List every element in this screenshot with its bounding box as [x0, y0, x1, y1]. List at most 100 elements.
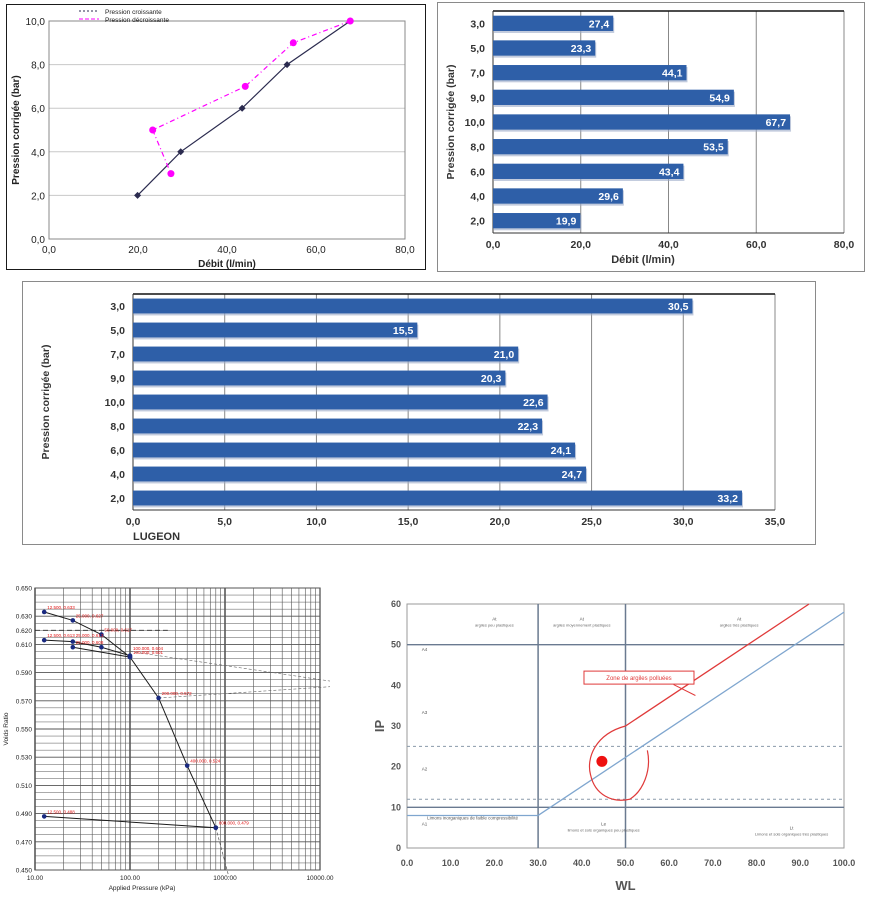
lugeon-bar-chart: 0,0 5,0 10,0 15,0 20,0 25,0 30,0 35,0 30,5 3,0 15,… — [40, 293, 785, 543]
region-sublabel: argiles peu plastiques — [475, 622, 514, 627]
data-point — [70, 618, 76, 623]
point-label: 100.000, 0.601 — [133, 650, 164, 655]
point-label: 12.500, 0.633 — [47, 605, 75, 610]
point-label: 800.000, 0.479 — [219, 821, 250, 826]
category-label: 5,0 — [470, 43, 485, 55]
data-point — [283, 61, 291, 69]
x-tick-label: 0.0 — [401, 858, 414, 868]
y-tick-label: 50 — [391, 640, 401, 650]
bar — [493, 213, 581, 229]
category-label: 2,0 — [110, 493, 125, 505]
x-tick-label: 25,0 — [581, 516, 602, 528]
region-sublabel: limons et sols organiques peu plastiques — [568, 828, 640, 833]
category-label: 8,0 — [470, 142, 485, 154]
y-tick-label: 0.650 — [16, 586, 33, 593]
category-label: 7,0 — [110, 349, 125, 361]
point-label: 50.000, 0.617 — [104, 628, 132, 633]
region-sublabel: argiles très plastiques — [720, 622, 759, 627]
category-label: 4,0 — [470, 191, 485, 203]
y-tick-label: 30 — [391, 721, 401, 731]
y-tick-label: 0.630 — [16, 614, 33, 621]
bar — [133, 418, 543, 434]
construction-line — [158, 686, 331, 699]
x-tick-label: 5,0 — [217, 516, 232, 528]
x-tick-label: 20,0 — [571, 239, 592, 251]
y-tick-label: 0.510 — [16, 783, 33, 790]
x-tick-label: 0,0 — [126, 516, 141, 528]
bar-value-label: 43,4 — [659, 166, 680, 178]
y-tick-label: 0.470 — [16, 839, 33, 846]
data-point — [134, 191, 142, 199]
series-line — [44, 639, 131, 657]
series-line — [72, 646, 131, 658]
flow-bar-chart-panel: 0,0 20,0 40,0 60,0 80,0 27,4 3,0 23,3 5,0 44,1 7,0… — [437, 2, 865, 272]
point-label: 25.000, 0.613 — [76, 633, 104, 638]
data-point — [167, 170, 175, 178]
series-line — [151, 20, 351, 174]
bar — [133, 490, 742, 506]
y-tick-label: 4,0 — [31, 148, 45, 159]
bar — [493, 188, 623, 204]
y-tick-label: 0.530 — [16, 755, 33, 762]
category-label: 7,0 — [470, 68, 485, 80]
region-label: Limons inorganiques de faible compressib… — [427, 816, 518, 821]
data-point — [596, 755, 608, 767]
data-point — [127, 654, 133, 660]
category-label: 9,0 — [110, 373, 125, 385]
y-axis-title: Voids Ratio — [3, 712, 10, 745]
data-point — [241, 82, 249, 90]
y-tick-label: 0.570 — [16, 698, 33, 705]
plasticity-chart-panel: Zone de argiles polluées 0.0 10.0 20.0 30.0 4… — [372, 590, 867, 896]
category-label: 3,0 — [470, 18, 485, 30]
bar-value-label: 44,1 — [662, 68, 683, 80]
bar — [133, 394, 548, 410]
flow-bar-chart: 0,0 20,0 40,0 60,0 80,0 27,4 3,0 23,3 5,0 44,1 7,0… — [445, 10, 854, 266]
x-tick-label: 10.00 — [27, 875, 44, 882]
y-tick-label: 0.590 — [16, 670, 33, 677]
bar-value-label: 33,2 — [718, 493, 739, 505]
x-tick-label: 0,0 — [42, 245, 56, 256]
region-label: Le — [601, 822, 607, 827]
oedometer-log-chart-panel: 0.450 0.470 0.490 0.510 0.530 0.550 0.570 0.590… — [0, 582, 345, 893]
bar-value-label: 21,0 — [494, 349, 515, 361]
bar-value-label: 22,3 — [518, 421, 539, 433]
x-tick-label: 60,0 — [746, 239, 767, 251]
y-tick-label: 10 — [391, 802, 401, 812]
point-label: 12.500, 0.613 — [47, 633, 75, 638]
bar-value-label: 30,5 — [668, 301, 689, 313]
bar-value-label: 29,6 — [598, 191, 619, 203]
x-tick-label: 80.0 — [748, 858, 766, 868]
a-line — [625, 603, 810, 727]
region-label: Lt — [790, 826, 795, 831]
bar — [493, 15, 614, 31]
legend-label: Pression décroissante — [105, 17, 169, 24]
category-label: 4,0 — [110, 469, 125, 481]
bar-value-label: 22,6 — [523, 397, 544, 409]
x-tick-label: 50.0 — [617, 858, 635, 868]
x-tick-label: 1000.00 — [213, 875, 237, 882]
pressure-flow-line-chart-panel: 0,0 2,0 4,0 6,0 8,0 10,0 0,0 20,0 40,0 60,0 80,0 Dé… — [6, 4, 426, 270]
bar — [493, 40, 596, 56]
point-label: 200.000, 0.572 — [162, 691, 193, 696]
plasticity-chart: Zone de argiles polluées 0.0 10.0 20.0 30.0 4… — [372, 599, 855, 893]
region-label: A2 — [422, 767, 428, 772]
bar-value-label: 54,9 — [709, 92, 730, 104]
point-label: 100.000, 0.604 — [133, 646, 164, 651]
region-label: A1 — [422, 822, 428, 827]
category-label: 3,0 — [110, 301, 125, 313]
x-tick-label: 80,0 — [395, 245, 415, 256]
y-tick-label: 0.610 — [16, 642, 33, 649]
bar-value-label: 24,1 — [551, 445, 572, 457]
region-label: A3 — [422, 710, 428, 715]
x-axis-title: Applied Pressure (kPa) — [109, 885, 176, 892]
region-label: At — [737, 616, 742, 621]
x-tick-label: 30,0 — [673, 516, 694, 528]
region-label: A4 — [422, 647, 428, 652]
bar — [493, 114, 791, 130]
data-point — [289, 39, 297, 47]
bar — [133, 346, 519, 362]
x-tick-label: 100.00 — [120, 875, 140, 882]
data-point — [41, 814, 47, 819]
bar — [133, 322, 418, 338]
data-point — [70, 644, 76, 650]
